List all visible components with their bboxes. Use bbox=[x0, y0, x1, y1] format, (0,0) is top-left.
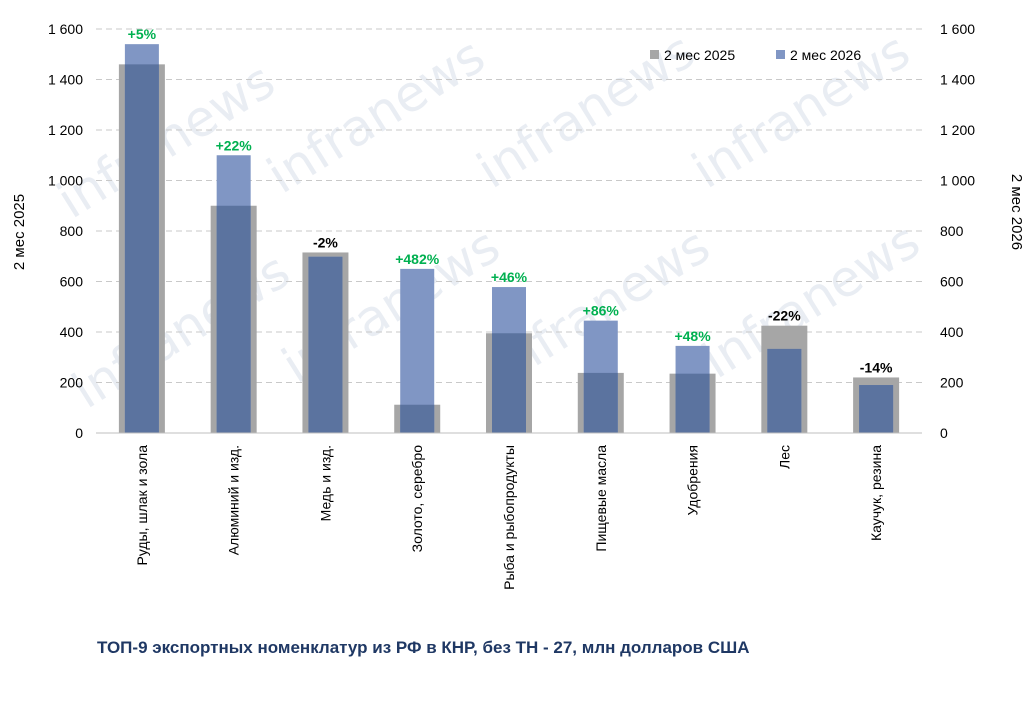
y-tick-right: 400 bbox=[940, 324, 964, 340]
category-labels: Руды, шлак и зола Алюминий и изд. Медь и и… bbox=[134, 445, 884, 590]
bar-overlap bbox=[492, 333, 526, 433]
bar-overlap bbox=[216, 205, 251, 433]
watermark-text: infranews bbox=[62, 241, 299, 419]
bar-overlap bbox=[124, 64, 159, 433]
change-label: +86% bbox=[583, 303, 620, 319]
category-label: Золото, серебро bbox=[409, 445, 425, 553]
y-tick-right: 1 600 bbox=[940, 21, 975, 37]
legend: 2 мес 2025 2 мес 2026 bbox=[650, 47, 861, 63]
legend-swatch-2025 bbox=[650, 50, 659, 59]
change-labels: +5% +22% -2% +482% +46% +86% +48% -22% -14% bbox=[128, 26, 893, 375]
y-tick-right: 200 bbox=[940, 375, 964, 391]
y-tick-left: 400 bbox=[60, 324, 84, 340]
y-tick-right: 0 bbox=[940, 425, 948, 441]
y-tick-left: 200 bbox=[60, 375, 84, 391]
category-label: Руды, шлак и зола bbox=[134, 445, 150, 566]
y-axis-right-ticks: 0 200 400 600 800 1 000 1 200 1 400 1 600 bbox=[940, 21, 975, 441]
y-tick-left: 600 bbox=[60, 274, 84, 290]
y-tick-right: 800 bbox=[940, 223, 964, 239]
change-label: +22% bbox=[216, 137, 253, 153]
y-tick-right: 1 200 bbox=[940, 122, 975, 138]
change-label: -2% bbox=[313, 234, 338, 250]
y-tick-left: 1 000 bbox=[48, 173, 83, 189]
bar-overlap bbox=[859, 385, 894, 433]
category-label: Медь и изд. bbox=[317, 445, 333, 521]
bar-overlap bbox=[583, 372, 618, 433]
change-label: +482% bbox=[395, 251, 440, 267]
y-tick-right: 1 400 bbox=[940, 72, 975, 88]
y-tick-right: 600 bbox=[940, 274, 964, 290]
change-label: +5% bbox=[128, 26, 157, 42]
y-tick-left: 1 400 bbox=[48, 72, 83, 88]
watermark-text: infranews bbox=[257, 26, 494, 204]
category-label: Пищевые масла bbox=[593, 445, 609, 552]
bar-overlap bbox=[767, 348, 802, 433]
category-label: Рыба и рыбопродукты bbox=[501, 445, 517, 590]
y-tick-left: 1 600 bbox=[48, 21, 83, 37]
category-label: Каучук, резина bbox=[868, 445, 884, 541]
change-label: +48% bbox=[674, 328, 711, 344]
category-label: Лес bbox=[776, 445, 792, 469]
y-axis-right-title: 2 мес 2026 bbox=[1008, 174, 1024, 250]
legend-swatch-2026 bbox=[776, 50, 785, 59]
y-axis-left-title: 2 мес 2025 bbox=[11, 194, 28, 270]
y-axis-left-ticks: 0 200 400 600 800 1 000 1 200 1 400 1 600 bbox=[48, 21, 83, 441]
bar-overlap bbox=[675, 373, 710, 433]
change-label: -22% bbox=[768, 308, 801, 324]
change-label: +46% bbox=[491, 269, 528, 285]
legend-label-2025: 2 мес 2025 bbox=[664, 47, 735, 63]
watermark-text: infranews bbox=[692, 211, 929, 389]
y-tick-left: 800 bbox=[60, 223, 84, 239]
bar-overlap bbox=[400, 404, 435, 433]
y-tick-left: 1 200 bbox=[48, 122, 83, 138]
change-label: -14% bbox=[860, 359, 893, 375]
legend-label-2026: 2 мес 2026 bbox=[790, 47, 861, 63]
bars bbox=[118, 44, 900, 434]
y-tick-left: 0 bbox=[75, 425, 83, 441]
y-tick-right: 1 000 bbox=[940, 173, 975, 189]
chart-caption: ТОП-9 экспортных номенклатур из РФ в КНР… bbox=[97, 638, 750, 657]
bar-overlap bbox=[308, 256, 343, 433]
category-label: Удобрения bbox=[685, 445, 701, 515]
category-label: Алюминий и изд. bbox=[226, 445, 242, 555]
